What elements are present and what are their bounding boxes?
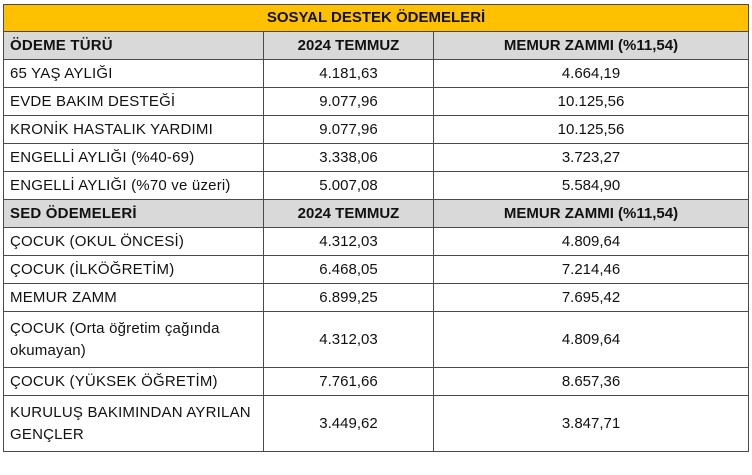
row-raise-value: 8.657,36 bbox=[432, 367, 750, 396]
table-row: ENGELLİ AYLIĞI (%40-69) 3.338,06 3.723,2… bbox=[3, 143, 750, 172]
row-july-value: 5.007,08 bbox=[263, 171, 434, 200]
row-july-value: 9.077,96 bbox=[263, 87, 434, 116]
section2-header-row: SED ÖDEMELERİ 2024 TEMMUZ MEMUR ZAMMI (%… bbox=[3, 199, 750, 228]
header-july-2024: 2024 TEMMUZ bbox=[263, 199, 434, 228]
row-july-value: 4.312,03 bbox=[263, 227, 434, 256]
header-civil-servant-raise: MEMUR ZAMMI (%11,54) bbox=[432, 31, 750, 60]
row-july-value: 3.338,06 bbox=[263, 143, 434, 172]
row-label: EVDE BAKIM DESTEĞİ bbox=[3, 87, 264, 116]
header-july-2024: 2024 TEMMUZ bbox=[263, 31, 434, 60]
row-label: ENGELLİ AYLIĞI (%70 ve üzeri) bbox=[3, 171, 264, 200]
row-label: KRONİK HASTALIK YARDIMI bbox=[3, 115, 264, 144]
table-row: ÇOCUK (OKUL ÖNCESİ) 4.312,03 4.809,64 bbox=[3, 227, 750, 256]
header-payment-type: ÖDEME TÜRÜ bbox=[3, 31, 264, 60]
row-raise-value: 5.584,90 bbox=[432, 171, 750, 200]
row-raise-value: 4.809,64 bbox=[432, 311, 750, 368]
row-raise-value: 10.125,56 bbox=[432, 87, 750, 116]
row-july-value: 6.468,05 bbox=[263, 255, 434, 284]
row-july-value: 3.449,62 bbox=[263, 395, 434, 452]
row-raise-value: 4.809,64 bbox=[432, 227, 750, 256]
table-row: KURULUŞ BAKIMINDAN AYRILAN GENÇLER 3.449… bbox=[3, 395, 750, 452]
title-row: SOSYAL DESTEK ÖDEMELERİ bbox=[2, 4, 750, 32]
table-row: EVDE BAKIM DESTEĞİ 9.077,96 10.125,56 bbox=[3, 87, 750, 116]
row-raise-value: 10.125,56 bbox=[432, 115, 750, 144]
row-label: ENGELLİ AYLIĞI (%40-69) bbox=[3, 143, 264, 172]
table-row: ÇOCUK (YÜKSEK ÖĞRETİM) 7.761,66 8.657,36 bbox=[3, 367, 750, 396]
table-row: MEMUR ZAMM 6.899,25 7.695,42 bbox=[3, 283, 750, 312]
row-label: ÇOCUK (YÜKSEK ÖĞRETİM) bbox=[3, 367, 264, 396]
row-label: MEMUR ZAMM bbox=[3, 283, 264, 312]
table-row: ÇOCUK (İLKÖĞRETİM) 6.468,05 7.214,46 bbox=[3, 255, 750, 284]
row-label: ÇOCUK (İLKÖĞRETİM) bbox=[3, 255, 264, 284]
row-july-value: 9.077,96 bbox=[263, 115, 434, 144]
row-july-value: 4.312,03 bbox=[263, 311, 434, 368]
section1-header-row: ÖDEME TÜRÜ 2024 TEMMUZ MEMUR ZAMMI (%11,… bbox=[3, 31, 750, 60]
table-title: SOSYAL DESTEK ÖDEMELERİ bbox=[2, 4, 750, 32]
row-label: KURULUŞ BAKIMINDAN AYRILAN GENÇLER bbox=[3, 395, 264, 452]
row-july-value: 4.181,63 bbox=[263, 59, 434, 88]
row-raise-value: 7.214,46 bbox=[432, 255, 750, 284]
table-row: KRONİK HASTALIK YARDIMI 9.077,96 10.125,… bbox=[3, 115, 750, 144]
row-raise-value: 3.847,71 bbox=[432, 395, 750, 452]
payments-table: SOSYAL DESTEK ÖDEMELERİ ÖDEME TÜRÜ 2024 … bbox=[2, 4, 750, 452]
row-label: ÇOCUK (Orta öğretim çağında okumayan) bbox=[3, 311, 264, 368]
row-raise-value: 7.695,42 bbox=[432, 283, 750, 312]
header-civil-servant-raise: MEMUR ZAMMI (%11,54) bbox=[432, 199, 750, 228]
header-sed-payments: SED ÖDEMELERİ bbox=[3, 199, 264, 228]
table-row: ENGELLİ AYLIĞI (%70 ve üzeri) 5.007,08 5… bbox=[3, 171, 750, 200]
row-label: ÇOCUK (OKUL ÖNCESİ) bbox=[3, 227, 264, 256]
table-row: 65 YAŞ AYLIĞI 4.181,63 4.664,19 bbox=[3, 59, 750, 88]
row-label: 65 YAŞ AYLIĞI bbox=[3, 59, 264, 88]
row-raise-value: 3.723,27 bbox=[432, 143, 750, 172]
row-july-value: 7.761,66 bbox=[263, 367, 434, 396]
row-raise-value: 4.664,19 bbox=[432, 59, 750, 88]
row-july-value: 6.899,25 bbox=[263, 283, 434, 312]
table-row: ÇOCUK (Orta öğretim çağında okumayan) 4.… bbox=[3, 311, 750, 368]
